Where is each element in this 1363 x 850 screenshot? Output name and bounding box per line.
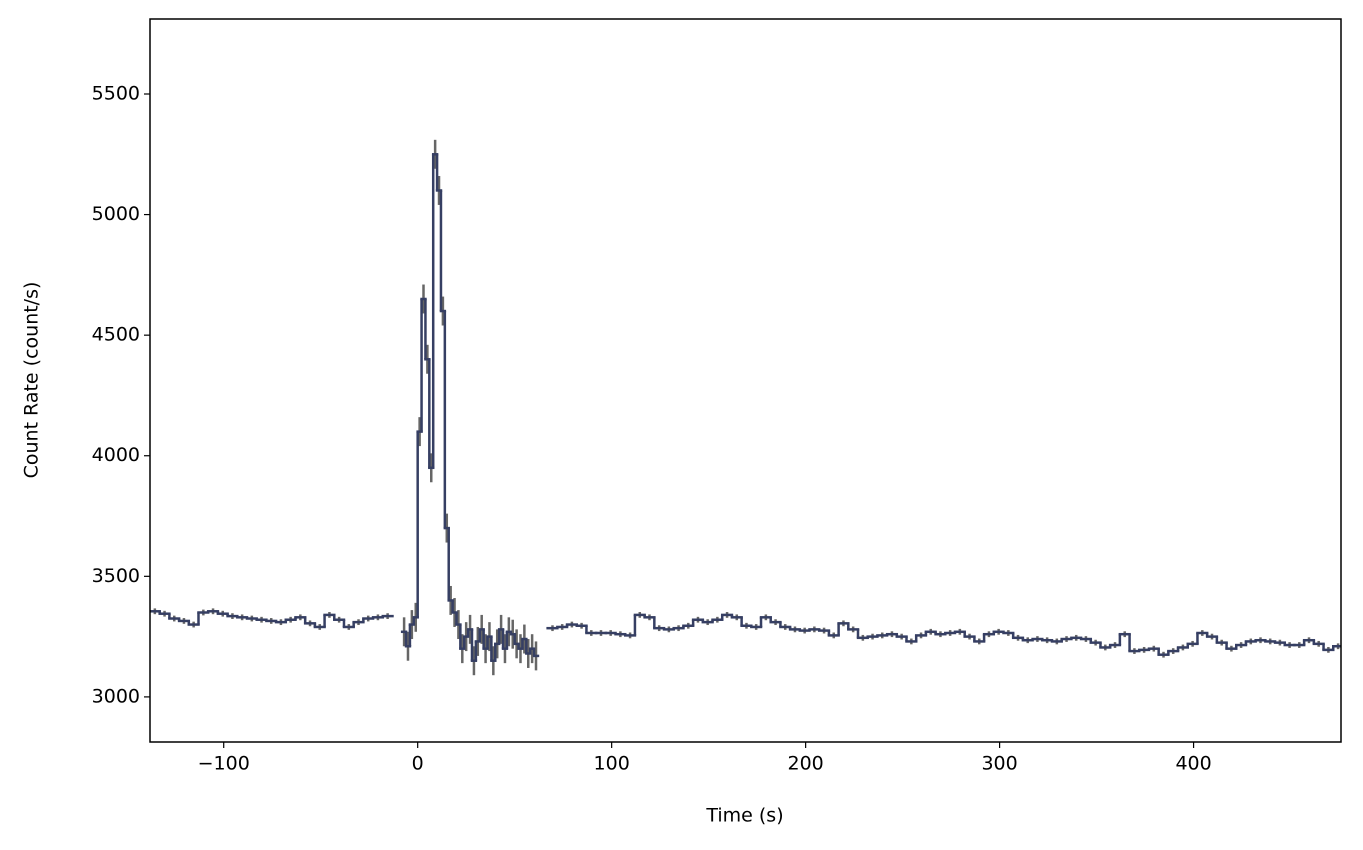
x-tick-label: 200 (787, 753, 823, 775)
y-tick-label: 4500 (92, 324, 140, 346)
x-tick-label: 300 (981, 753, 1017, 775)
y-tick-label: 5000 (92, 203, 140, 225)
plot-area (150, 139, 1341, 676)
x-tick-label: −100 (198, 753, 250, 775)
y-tick-label: 3500 (92, 565, 140, 587)
y-axis-label: Count Rate (count/s) (21, 282, 43, 479)
y-tick-label: 3000 (92, 685, 140, 707)
axes-frame (149, 18, 1342, 743)
x-tick-label: 400 (1175, 753, 1211, 775)
y-tick-label: 4000 (92, 444, 140, 466)
x-axis-label: Time (s) (705, 805, 783, 827)
x-tick-label: 0 (412, 753, 424, 775)
x-tick-label: 100 (594, 753, 630, 775)
y-tick-label: 5500 (92, 83, 140, 105)
